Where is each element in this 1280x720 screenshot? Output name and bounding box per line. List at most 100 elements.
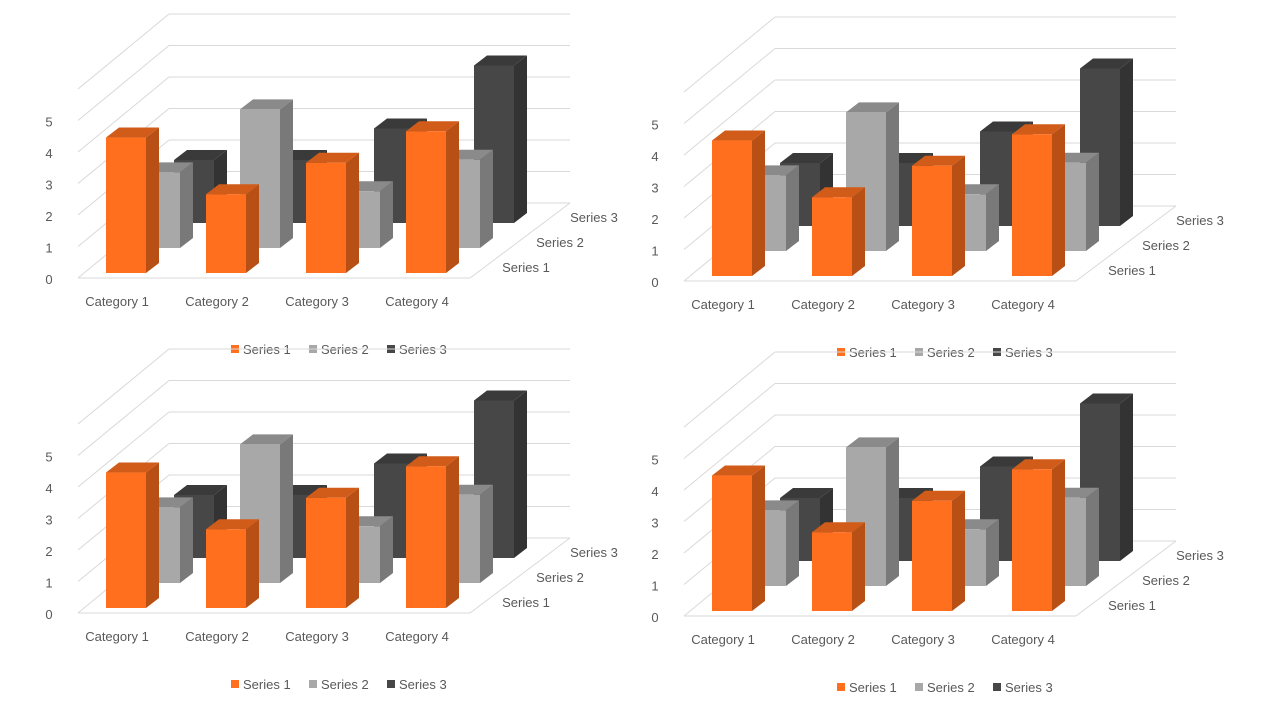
bar-chart: 0 1 2 3 4 5 Category 1 Category 2 Category 3 Cate… [651,16,1224,360]
bar-series-1-category-1 [712,465,765,611]
bar-series-1-category-1 [106,462,159,608]
bars [712,58,1133,276]
bar-series-1-category-2 [206,519,259,608]
bar-series-1-category-4 [406,121,459,273]
bar-side [446,121,459,273]
y-tick-label: 4 [651,484,658,499]
legend-swatch [387,680,395,688]
bar-front [306,162,346,273]
legend: Series 1 Series 2 Series 3 [231,677,447,692]
bar-front [406,466,446,608]
bar-series-1-category-4 [1012,459,1065,611]
legend-item-series-2: Series 2 [309,677,369,692]
legend-swatch [309,680,317,688]
x-tick-label: Category 3 [891,632,955,647]
bar-top [106,127,159,138]
legend-item-series-1: Series 1 [231,677,291,692]
bar-side [480,149,493,248]
bar-side [952,490,965,611]
gridline-left-4 [683,79,776,156]
bar-top [240,434,293,445]
bar-side [514,390,527,558]
bar-top [240,99,293,110]
depth-axis-label: Series 2 [536,235,584,250]
bar-side [752,465,765,611]
legend: Series 1 Series 2 Series 3 [837,680,1053,695]
depth-axis-label: Series 1 [1108,598,1156,613]
bar-series-1-category-4 [1012,124,1065,276]
bar-top [846,102,899,113]
legend-label: Series 1 [243,677,291,692]
x-tick-label: Category 4 [991,632,1055,647]
bar-top [812,522,865,533]
legend-label: Series 2 [321,677,369,692]
bar-side [1052,459,1065,611]
bar-top [712,130,765,141]
x-tick-label: Category 2 [791,632,855,647]
floor-right-edge [469,537,571,614]
bar-side [514,55,527,223]
bar-top [846,437,899,448]
bar-side [1086,487,1099,586]
bar-chart: 0 1 2 3 4 5 Category 1 Category 2 Category 3 Cate… [45,348,618,692]
x-tick-label: Category 3 [285,629,349,644]
bar-top [174,150,227,160]
legend-label: Series 1 [849,680,897,695]
y-tick-label: 4 [651,149,658,164]
bar-side [752,130,765,276]
bar-side [1052,124,1065,276]
gridline-left-5 [683,48,776,124]
bar-top [474,55,527,66]
bar-top [206,184,259,195]
bar-top [912,490,965,501]
chart-panel-top-right: 0 1 2 3 4 5 Category 1 Category 2 Category 3 Cate… [606,3,1246,363]
gridline-left-6 [77,13,170,90]
x-tick-label: Category 1 [85,629,149,644]
bar-front [712,140,752,276]
y-tick-label: 0 [651,610,658,625]
depth-axis-label: Series 2 [1142,573,1190,588]
bar-side [986,184,999,251]
gridline-left-6 [683,16,776,93]
bar-side [180,162,193,248]
bar-top [306,487,359,498]
floor-right-edge [469,202,571,279]
x-tick-label: Category 2 [185,294,249,309]
bar-front [1012,469,1052,611]
bar-series-1-category-2 [206,184,259,273]
y-tick-label: 1 [45,576,52,591]
bar-series-1-category-3 [912,155,965,276]
bar-side [1086,152,1099,251]
bar-side [952,155,965,276]
bar-front [106,137,146,273]
bar-top [1080,58,1133,69]
y-tick-label: 2 [45,209,52,224]
bar-top [106,462,159,473]
bars [712,393,1133,611]
bar-side [852,187,865,276]
bar-series-1-category-2 [812,522,865,611]
y-tick-label: 5 [651,118,658,133]
bar-front [406,131,446,273]
depth-axis-label: Series 1 [1108,263,1156,278]
bar-side [380,516,393,583]
bar-side [346,487,359,608]
bar-side [280,99,293,249]
bar-series-1-category-4 [406,456,459,608]
y-tick-label: 1 [651,579,658,594]
bar-side [380,181,393,248]
bar-top [174,485,227,495]
bar-front [712,475,752,611]
y-tick-label: 2 [45,544,52,559]
bar-chart: 0 1 2 3 4 5 Category 1 Category 2 Category 3 Cate… [651,351,1224,695]
bar-front [812,197,852,276]
bar-series-1-category-1 [106,127,159,273]
bar-top [474,390,527,401]
depth-axis-label: Series 2 [1142,238,1190,253]
bar-front [912,500,952,611]
y-tick-label: 3 [45,178,52,193]
gridline-left-5 [683,383,776,459]
x-tick-label: Category 4 [991,297,1055,312]
chart-panel-top-left: 0 1 2 3 4 5 Category 1 Category 2 Category 3 Cate… [0,0,640,360]
